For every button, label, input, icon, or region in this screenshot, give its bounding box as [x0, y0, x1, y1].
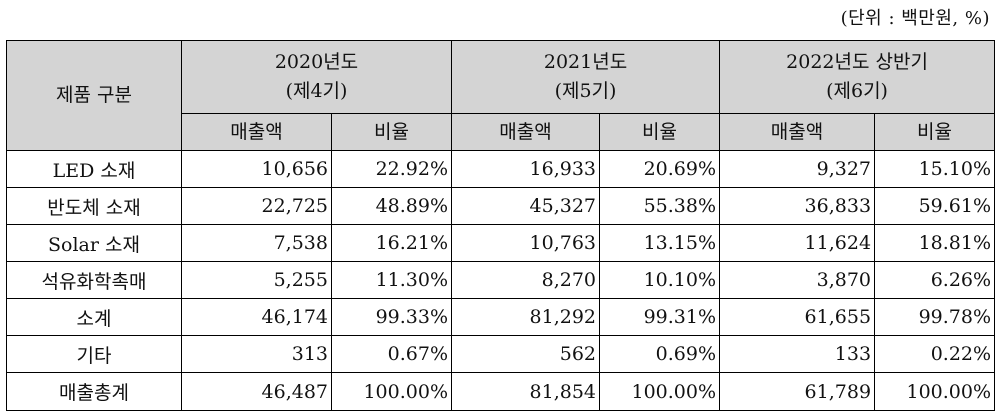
cell-sales-2022h1: 133: [719, 335, 876, 373]
table-row: 석유화학촉매 5,255 11.30% 8,270 10.10% 3,870 6…: [6, 261, 996, 299]
header-period-term: (제6기): [826, 80, 888, 102]
cell-sales-2021: 45,327: [451, 187, 601, 225]
cell-sales-2020: 22,725: [181, 187, 332, 225]
cell-sales-2021: 10,763: [451, 224, 601, 262]
cell-sales-2022h1: 3,870: [719, 261, 876, 299]
header-ratio: 비율: [330, 113, 453, 151]
row-label: 소계: [6, 298, 182, 336]
sales-table: 제품 구분 2020년도 (제4기) 2021년도 (제5기) 2022년도 상…: [6, 40, 996, 411]
header-period-2022h1: 2022년도 상반기 (제6기): [719, 40, 996, 114]
header-period-2020: 2020년도 (제4기): [180, 40, 453, 114]
cell-ratio-2022h1: 6.26%: [874, 261, 996, 299]
cell-sales-2021: 16,933: [451, 150, 601, 188]
row-label: 매출총계: [6, 372, 182, 411]
cell-ratio-2020: 99.33%: [330, 298, 453, 336]
cell-sales-2021: 81,854: [451, 372, 601, 411]
cell-ratio-2021: 99.31%: [599, 298, 721, 336]
table-row: Solar 소재 7,538 16.21% 10,763 13.15% 11,6…: [6, 224, 996, 262]
cell-ratio-2022h1: 15.10%: [874, 150, 996, 188]
cell-sales-2022h1: 11,624: [719, 224, 876, 262]
table-row: 소계 46,174 99.33% 81,292 99.31% 61,655 99…: [6, 298, 996, 336]
cell-sales-2021: 8,270: [451, 261, 601, 299]
cell-sales-2020: 313: [181, 335, 332, 373]
cell-ratio-2022h1: 0.22%: [874, 335, 996, 373]
cell-ratio-2020: 22.92%: [330, 150, 453, 188]
header-sales: 매출액: [451, 113, 601, 151]
cell-ratio-2020: 16.21%: [330, 224, 453, 262]
cell-sales-2022h1: 61,789: [719, 372, 876, 411]
row-label: LED 소재: [6, 150, 182, 188]
header-period-2021: 2021년도 (제5기): [451, 40, 721, 114]
cell-sales-2020: 46,174: [181, 298, 332, 336]
header-category: 제품 구분: [6, 40, 182, 151]
cell-ratio-2022h1: 59.61%: [874, 187, 996, 225]
cell-ratio-2021: 13.15%: [599, 224, 721, 262]
row-label: 석유화학촉매: [6, 261, 182, 299]
header-period-term: (제5기): [554, 80, 617, 102]
cell-ratio-2021: 0.69%: [599, 335, 721, 373]
cell-sales-2021: 81,292: [451, 298, 601, 336]
row-label: 반도체 소재: [6, 187, 182, 225]
cell-ratio-2022h1: 100.00%: [874, 372, 996, 411]
header-period-term: (제4기): [285, 80, 348, 102]
cell-sales-2020: 46,487: [181, 372, 332, 411]
table-row: 매출총계 46,487 100.00% 81,854 100.00% 61,78…: [6, 372, 996, 411]
cell-ratio-2021: 20.69%: [599, 150, 721, 188]
cell-sales-2020: 5,255: [181, 261, 332, 299]
row-label: Solar 소재: [6, 224, 182, 262]
row-label: 기타: [6, 335, 182, 373]
cell-sales-2022h1: 9,327: [719, 150, 876, 188]
header-period-year: 2022년도 상반기: [786, 51, 928, 73]
cell-ratio-2022h1: 18.81%: [874, 224, 996, 262]
cell-ratio-2021: 55.38%: [599, 187, 721, 225]
cell-ratio-2020: 48.89%: [330, 187, 453, 225]
table-row: LED 소재 10,656 22.92% 16,933 20.69% 9,327…: [6, 150, 996, 188]
cell-sales-2020: 7,538: [181, 224, 332, 262]
cell-ratio-2020: 0.67%: [330, 335, 453, 373]
cell-sales-2020: 10,656: [181, 150, 332, 188]
table-row: 기타 313 0.67% 562 0.69% 133 0.22%: [6, 335, 996, 373]
cell-sales-2022h1: 36,833: [719, 187, 876, 225]
cell-ratio-2021: 100.00%: [599, 372, 721, 411]
cell-ratio-2020: 100.00%: [330, 372, 453, 411]
unit-note: (단위 : 백만원, %): [840, 8, 990, 29]
cell-ratio-2020: 11.30%: [330, 261, 453, 299]
header-ratio: 비율: [599, 113, 721, 151]
cell-ratio-2021: 10.10%: [599, 261, 721, 299]
header-ratio: 비율: [874, 113, 996, 151]
header-period-year: 2020년도: [274, 51, 359, 73]
header-period-year: 2021년도: [543, 51, 628, 73]
header-sales: 매출액: [181, 113, 332, 151]
cell-ratio-2022h1: 99.78%: [874, 298, 996, 336]
table-row: 반도체 소재 22,725 48.89% 45,327 55.38% 36,83…: [6, 187, 996, 225]
cell-sales-2021: 562: [451, 335, 601, 373]
header-sales: 매출액: [719, 113, 876, 151]
cell-sales-2022h1: 61,655: [719, 298, 876, 336]
